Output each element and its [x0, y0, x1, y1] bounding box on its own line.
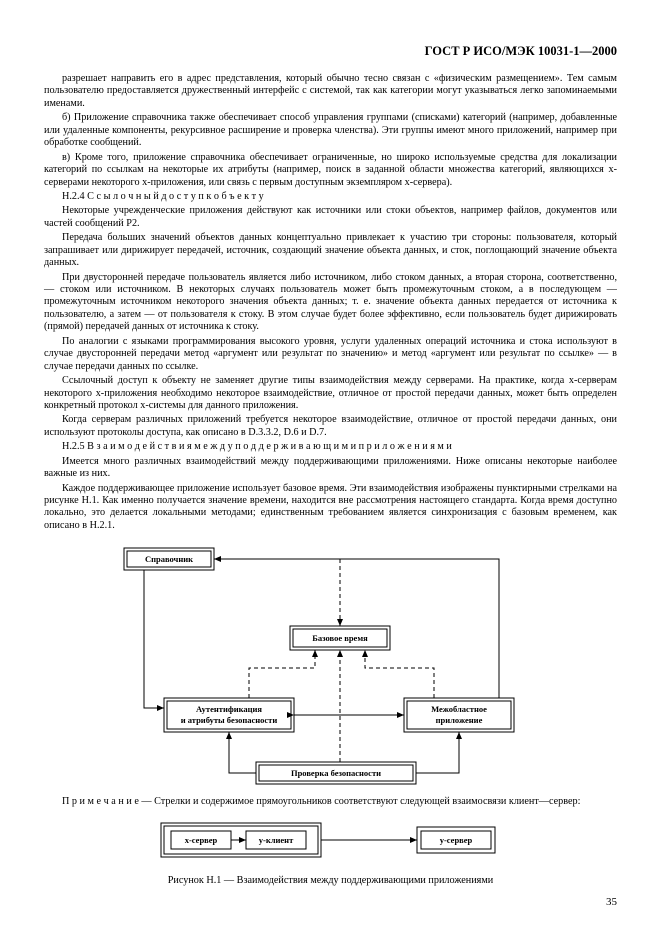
para: Передача больших значений объектов данны… [44, 232, 617, 269]
para: Каждое поддерживающее приложение использ… [44, 483, 617, 533]
para: в) Кроме того, приложение справочника об… [44, 152, 617, 189]
body-text: разрешает направить его в адрес представ… [44, 73, 617, 532]
para: Некоторые учрежденческие приложения дейс… [44, 205, 617, 230]
figure-label: Рисунок Н.1 — Взаимодействия между подде… [44, 875, 617, 886]
svg-text:Проверка безопасности: Проверка безопасности [291, 768, 381, 778]
subhead-h24: Н.2.4 С с ы л о ч н ы й д о с т у п к о … [44, 191, 617, 203]
subhead-h25: Н.2.5 В з а и м о д е й с т в и я м е ж … [44, 441, 617, 453]
page: ГОСТ Р ИСО/МЭК 10031-1—2000 разрешает на… [0, 0, 661, 936]
para: При двусторонней передаче пользователь я… [44, 272, 617, 334]
figure-h1-diagram: Справочник Базовое время Аутентификацияи а… [44, 540, 617, 790]
doc-header: ГОСТ Р ИСО/МЭК 10031-1—2000 [44, 44, 617, 59]
svg-text:x-сервер: x-сервер [184, 835, 217, 845]
para: По аналогии с языками программирования в… [44, 336, 617, 373]
para: разрешает направить его в адрес представ… [44, 73, 617, 110]
svg-text:Справочник: Справочник [145, 554, 193, 564]
figure-note: П р и м е ч а н и е — Стрелки и содержим… [44, 796, 617, 808]
svg-text:приложение: приложение [436, 715, 483, 725]
para: б) Приложение справочника также обеспечи… [44, 112, 617, 149]
para: Ссылочный доступ к объекту не заменяет д… [44, 375, 617, 412]
svg-text:Аутентификация: Аутентификация [196, 704, 262, 714]
svg-text:y-сервер: y-сервер [439, 835, 472, 845]
svg-text:y-клиент: y-клиент [258, 835, 293, 845]
svg-text:Базовое время: Базовое время [312, 633, 368, 643]
para: Имеется много различных взаимодействий м… [44, 456, 617, 481]
para: Когда серверам различных приложений треб… [44, 414, 617, 439]
figure-h1-legend-diagram: x-сервер y-клиент y-сервер [44, 817, 617, 865]
page-number: 35 [606, 896, 617, 908]
svg-text:и атрибуты безопасности: и атрибуты безопасности [181, 715, 278, 725]
svg-text:Межобластное: Межобластное [431, 704, 487, 714]
